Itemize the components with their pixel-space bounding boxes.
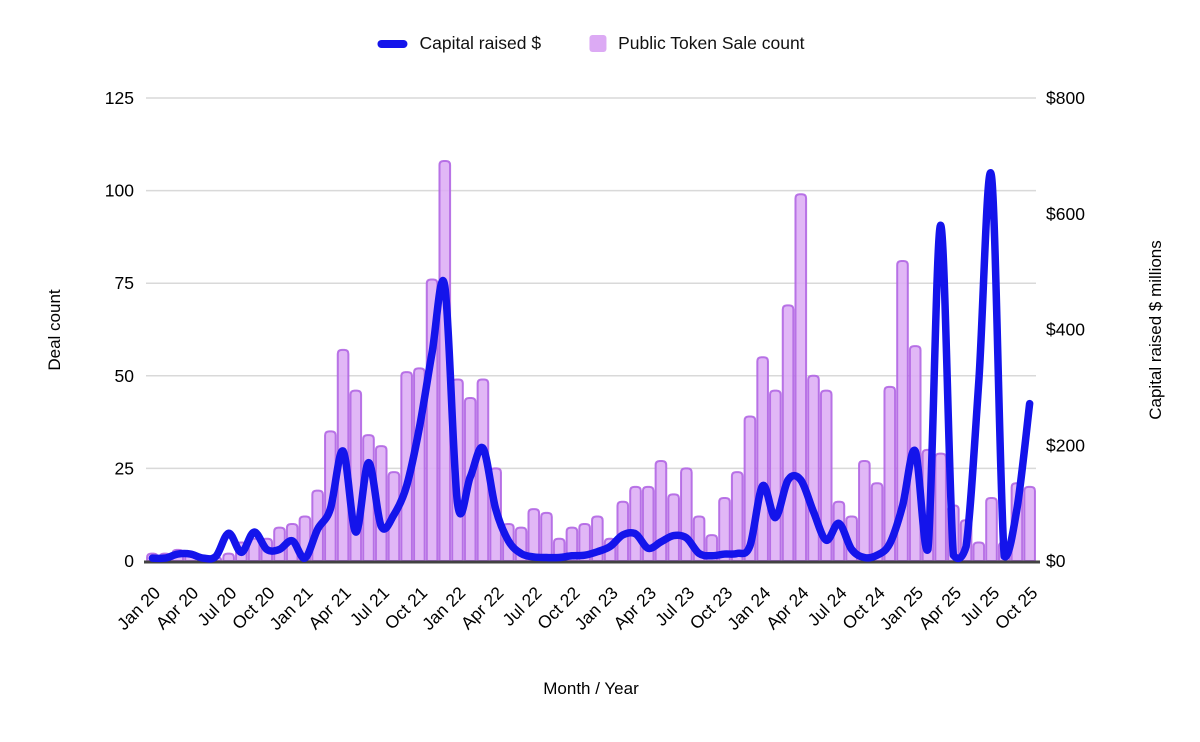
token-sale-count-bar[interactable] <box>858 459 871 562</box>
x-axis-tick-label: Apr 23 <box>609 583 660 634</box>
token-sale-count-bar[interactable] <box>870 482 884 562</box>
token-sale-count-bar[interactable] <box>781 304 795 562</box>
left-axis-tick-label: 75 <box>115 273 134 293</box>
x-axis-tick-label: Jan 20 <box>113 583 164 634</box>
line-series-swatch-icon <box>377 39 408 48</box>
chart-legend: Capital raised $ Public Token Sale count <box>377 33 805 54</box>
right-axis-tick-label: $200 <box>1046 435 1085 455</box>
x-axis-tick-label: Apr 24 <box>762 582 813 633</box>
x-axis-tick-label: Apr 21 <box>304 583 355 634</box>
token-sale-count-bar[interactable] <box>832 500 846 562</box>
right-axis-tick-label: $0 <box>1046 551 1066 571</box>
token-sale-count-bar[interactable] <box>972 541 986 562</box>
right-axis-tick-label: $400 <box>1046 320 1085 340</box>
token-sale-count-bar[interactable] <box>934 452 947 562</box>
legend-item-token-sale-count: Public Token Sale count <box>589 33 805 54</box>
legend-item-capital-raised: Capital raised $ <box>377 33 541 54</box>
token-sale-count-bar[interactable] <box>807 374 820 562</box>
token-sale-count-bar[interactable] <box>985 497 998 562</box>
x-axis-tick-label: Oct 25 <box>991 583 1042 634</box>
legend-label-capital-raised: Capital raised $ <box>419 33 542 53</box>
token-sale-count-bar[interactable] <box>654 459 668 562</box>
right-axis-tick-label: $600 <box>1046 204 1085 224</box>
token-sale-count-bar[interactable] <box>756 356 769 562</box>
token-sale-count-bar[interactable] <box>476 378 490 562</box>
token-sale-count-bar[interactable] <box>540 511 553 562</box>
token-sale-count-bar[interactable] <box>718 497 731 562</box>
x-axis-tick-label: Jan 24 <box>723 583 774 634</box>
token-sale-count-bar[interactable] <box>819 389 833 562</box>
left-axis-tick-label: 125 <box>105 88 134 108</box>
x-axis-tick-label: Apr 20 <box>152 582 203 633</box>
x-axis-tick-label: Jan 23 <box>571 583 622 634</box>
legend-label-token-sale-count: Public Token Sale count <box>618 33 805 53</box>
token-sale-count-bar[interactable] <box>883 385 897 562</box>
x-axis-tick-label: Jan 21 <box>265 583 316 634</box>
token-sale-count-bar[interactable] <box>667 493 680 562</box>
bar-series-swatch-icon <box>589 35 607 52</box>
left-axis-tick-label: 0 <box>124 551 134 571</box>
token-sale-count-bar[interactable] <box>400 371 413 562</box>
left-axis-tick-label: 50 <box>115 366 135 386</box>
left-axis-tick-label: 25 <box>115 458 134 478</box>
right-axis-tick-label: $800 <box>1046 88 1085 108</box>
capital-raised-line[interactable] <box>148 169 1034 563</box>
left-axis-tick-label: 100 <box>105 181 134 201</box>
token-sale-count-bar[interactable] <box>730 471 744 562</box>
x-axis-tick-label: Jan 22 <box>418 583 469 634</box>
token-sale-count-bar[interactable] <box>769 389 782 562</box>
token-sale-count-bar[interactable] <box>794 193 808 562</box>
token-sale-count-bar[interactable] <box>438 159 452 562</box>
x-axis-tick-label: Jan 25 <box>876 583 927 634</box>
token-sale-count-bar[interactable] <box>629 485 642 562</box>
token-sale-count-bar[interactable] <box>222 552 235 562</box>
x-axis-tick-label: Apr 25 <box>915 583 966 634</box>
token-sale-count-bar[interactable] <box>1023 485 1036 562</box>
x-axis-tick-label: Apr 22 <box>457 583 508 634</box>
x-axis-title: Month / Year <box>543 679 639 698</box>
token-sale-count-bar[interactable] <box>527 508 541 562</box>
